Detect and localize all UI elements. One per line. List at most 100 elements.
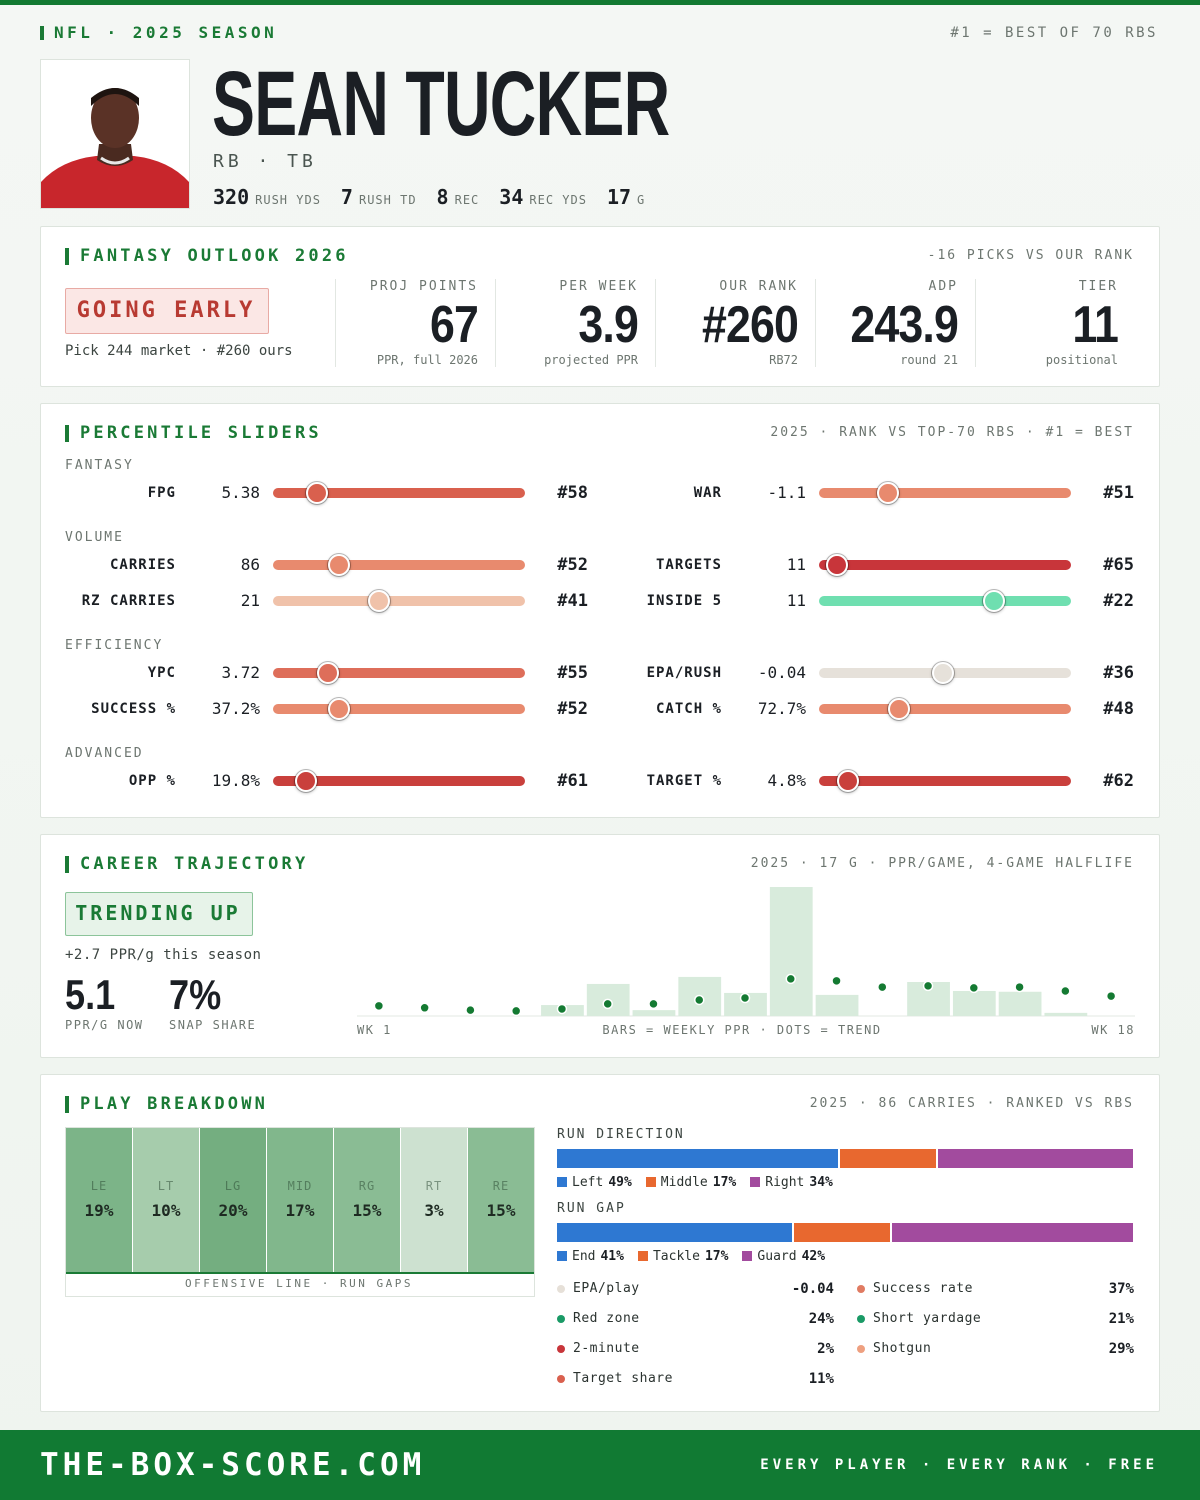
slider-rank: #36 xyxy=(1103,663,1134,683)
gap-label: LG xyxy=(224,1179,242,1193)
bar xyxy=(632,1010,676,1016)
gap-cell xyxy=(66,1128,132,1273)
slider-track xyxy=(273,560,525,570)
accent xyxy=(65,425,69,442)
slider-label: INSIDE 5 xyxy=(646,593,722,609)
stat: 320 RUSH YDS xyxy=(213,185,321,209)
slider-value: 4.8% xyxy=(767,771,806,790)
slider-knob xyxy=(294,770,317,792)
stat-label: G xyxy=(637,193,646,207)
line-caption: OFFENSIVE LINE · RUN GAPS xyxy=(184,1277,414,1290)
stat-value: 2% xyxy=(817,1341,834,1357)
bar xyxy=(1044,1012,1088,1016)
legend: End 41% Tackle 17% Guard 42% xyxy=(557,1247,825,1265)
gap-label: LE xyxy=(90,1179,108,1193)
stat-label: RUSH YDS xyxy=(255,193,321,207)
trend-dot xyxy=(602,998,613,1010)
gap-cell xyxy=(334,1128,400,1273)
metric-value: 3.9 xyxy=(578,296,638,354)
stat-value: 24% xyxy=(808,1311,834,1327)
divider xyxy=(335,279,336,367)
slider-track xyxy=(819,488,1071,498)
section-note: 2025 · 17 G · PPR/GAME, 4-GAME HALFLIFE xyxy=(750,856,1134,871)
legend-swatch xyxy=(742,1251,753,1261)
badge-text: TRENDING UP xyxy=(75,901,241,925)
stat-label: REC YDS xyxy=(529,193,587,207)
trend-dot xyxy=(877,981,888,993)
trend-change: +2.7 PPR/g this season xyxy=(65,947,262,963)
legend-value: 17% xyxy=(704,1248,729,1264)
stat-value: 34 xyxy=(499,185,524,209)
slider-value: 72.7% xyxy=(757,699,806,718)
trend-dot xyxy=(693,994,705,1006)
slider-track xyxy=(273,596,525,606)
slider-value: 11 xyxy=(786,555,806,574)
slider-knob xyxy=(367,590,390,612)
slider-knob xyxy=(877,482,900,504)
section-title: CAREER TRAJECTORY xyxy=(80,854,309,874)
slider-label: TARGETS xyxy=(655,557,722,573)
slider-rank: #58 xyxy=(557,483,588,503)
line-rule xyxy=(66,1272,534,1274)
gap-label: RT xyxy=(425,1179,443,1193)
stat-dot xyxy=(857,1345,865,1353)
accent xyxy=(65,1096,69,1113)
accent xyxy=(65,248,69,265)
slider-knob xyxy=(983,590,1006,612)
slider-rank: #22 xyxy=(1103,591,1134,611)
slider-value: -1.1 xyxy=(767,483,806,502)
stat: 7 RUSH TD xyxy=(341,185,417,209)
legend-value: 41% xyxy=(600,1248,624,1264)
group-label: VOLUME xyxy=(65,530,124,545)
slider-track xyxy=(273,668,525,678)
slider-label: CARRIES xyxy=(109,557,176,573)
slider-rank: #52 xyxy=(557,555,588,575)
group-label: FANTASY xyxy=(65,458,134,473)
slider-label: EPA/RUSH xyxy=(646,665,722,681)
legend-value: 17% xyxy=(712,1174,737,1190)
slider-value: 3.72 xyxy=(221,663,260,682)
stat-label: RUSH TD xyxy=(358,193,417,207)
metric-value: 11 xyxy=(1072,296,1118,354)
group-label: EFFICIENCY xyxy=(65,638,164,653)
player-position: RB · TB xyxy=(213,151,317,172)
legend-name: Middle xyxy=(660,1174,708,1190)
bar-title: RUN DIRECTION xyxy=(557,1127,685,1142)
stat-value: 8 xyxy=(436,185,449,209)
badge-note: Pick 244 market · #260 ours xyxy=(65,343,293,359)
kpi-label: PPR/G NOW xyxy=(65,1018,144,1032)
trend-dot xyxy=(968,982,980,994)
segment xyxy=(938,1149,1133,1168)
legend-name: Right xyxy=(765,1174,805,1190)
stat: 8 REC xyxy=(437,185,480,209)
slider-track xyxy=(819,560,1071,570)
legend-item: Left 49% xyxy=(557,1175,632,1190)
stat-row: 320 RUSH YDS 7 RUSH TD 8 REC 34 REC YDS 17 G xyxy=(213,185,645,209)
legend-item: Guard 42% xyxy=(742,1249,825,1264)
bar xyxy=(952,990,996,1016)
trend-dot xyxy=(556,1003,568,1015)
trend-dot xyxy=(510,1005,522,1017)
metric-sub: RB72 xyxy=(769,353,798,367)
legend: Left 49% Middle 17% Right 34% xyxy=(557,1173,833,1191)
slider-value: 19.8% xyxy=(211,771,260,790)
slider-label: TARGET % xyxy=(646,773,722,789)
trend-dot xyxy=(1060,985,1071,997)
legend-value: 49% xyxy=(608,1174,632,1190)
legend-value: 34% xyxy=(809,1174,833,1190)
slider-rank: #51 xyxy=(1103,483,1134,503)
slider-label: WAR xyxy=(693,485,722,501)
metric-value: 243.9 xyxy=(850,296,958,354)
gap-label: RG xyxy=(358,1179,376,1193)
segment xyxy=(793,1223,891,1242)
divider xyxy=(495,279,496,367)
legend-item: Tackle 17% xyxy=(637,1248,729,1264)
gap-label: LT xyxy=(157,1179,175,1193)
gap-cell xyxy=(401,1128,467,1273)
stat: 34 REC YDS xyxy=(499,185,587,209)
accent xyxy=(40,26,44,40)
stat-label: EPA/play xyxy=(573,1281,640,1296)
stat-dot xyxy=(557,1285,565,1293)
bar xyxy=(815,994,859,1016)
legend-swatch xyxy=(557,1251,567,1261)
